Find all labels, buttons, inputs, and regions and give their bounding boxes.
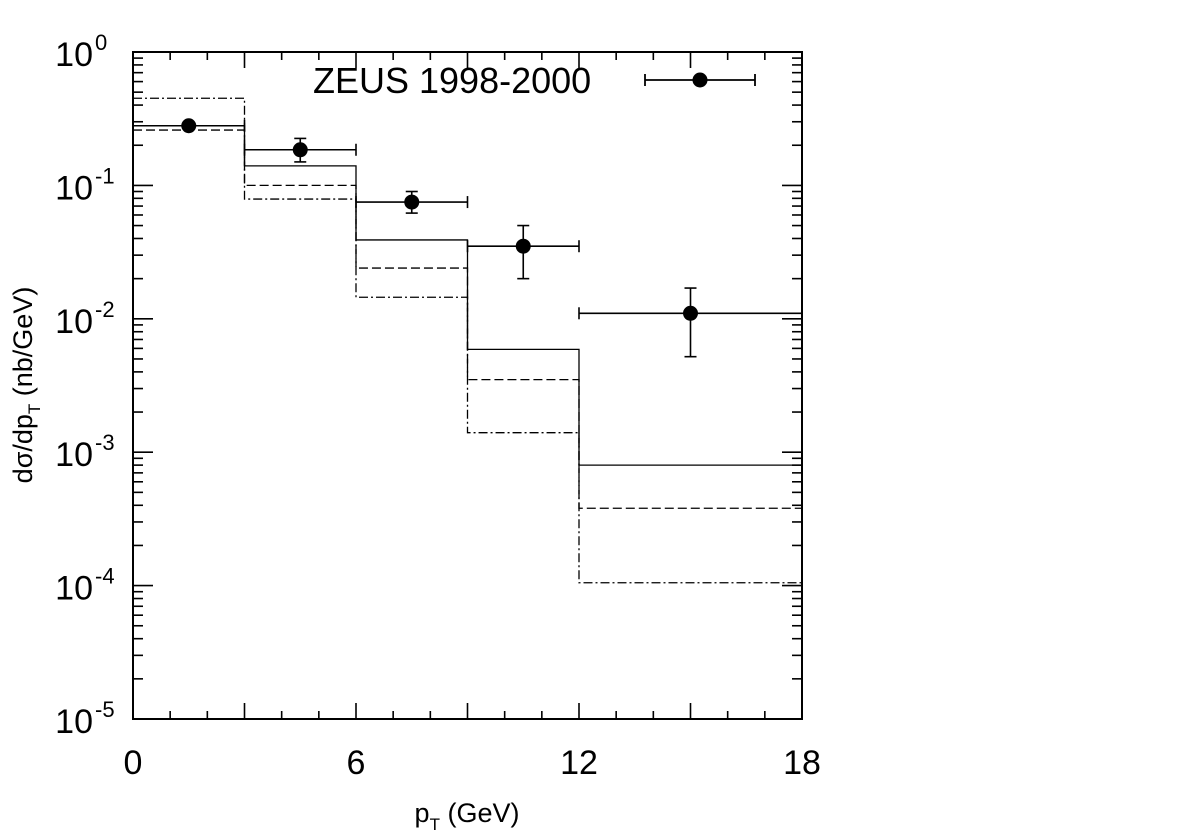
data-point (292, 142, 308, 158)
y-tick-exponent: -4 (95, 564, 115, 589)
y-tick-exponent: -1 (95, 163, 115, 188)
x-tick-label: 18 (783, 744, 821, 782)
y-tick-exponent: 0 (95, 30, 107, 55)
plot-frame (132, 51, 803, 720)
histogram-dashed (133, 129, 802, 509)
y-tick-exponent: -3 (95, 430, 115, 455)
y-tick-label: 10 (55, 36, 93, 74)
ticks-layer (133, 52, 802, 719)
y-tick-label: 10 (55, 169, 93, 207)
data-point (515, 238, 531, 254)
legend-marker (692, 72, 708, 88)
x-tick-label: 0 (124, 744, 143, 782)
legend: ZEUS 1998-2000 (313, 60, 756, 101)
data-point (181, 118, 197, 134)
y-tick-label: 10 (55, 436, 93, 474)
y-tick-exponent: -5 (95, 697, 115, 722)
y-tick-label: 10 (55, 303, 93, 341)
x-tick-label: 12 (560, 744, 598, 782)
x-tick-label: 6 (347, 744, 366, 782)
y-tick-exponent: -2 (95, 297, 115, 322)
data-point (683, 305, 698, 321)
x-axis-title: pT (GeV) (415, 798, 520, 834)
data-point (404, 194, 420, 210)
y-axis-title: dσ/dpT (nb/GeV) (8, 287, 44, 484)
y-tick-label: 10 (55, 570, 93, 608)
legend-label: ZEUS 1998-2000 (313, 60, 591, 101)
histogram-layer (133, 97, 802, 584)
y-tick-label: 10 (55, 703, 93, 741)
data-points-layer (133, 118, 802, 358)
